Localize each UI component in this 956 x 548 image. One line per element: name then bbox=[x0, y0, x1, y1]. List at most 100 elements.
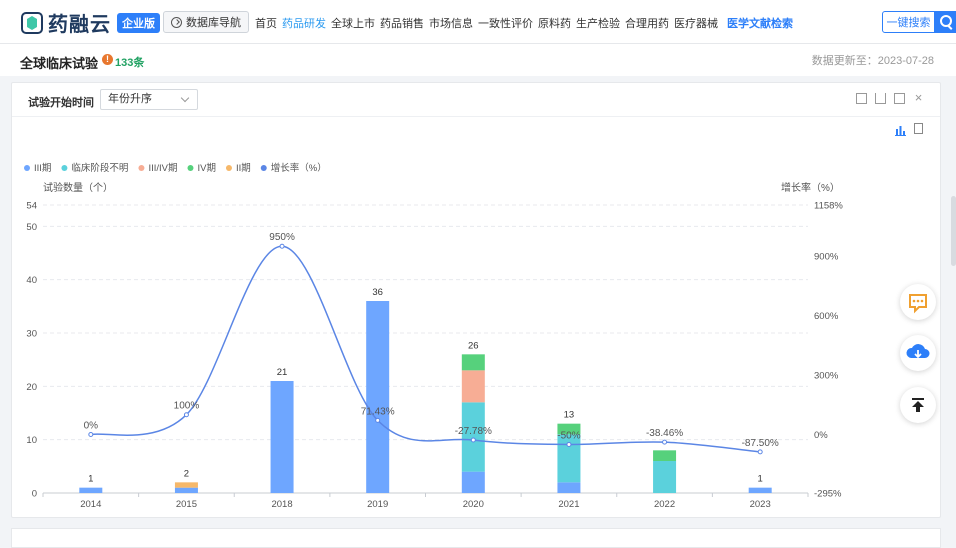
growth-label: 100% bbox=[174, 401, 200, 412]
legend-marker bbox=[61, 165, 68, 171]
growth-label: -38.46% bbox=[646, 428, 683, 439]
edition-badge: 企业版 bbox=[117, 12, 160, 33]
bar-segment bbox=[748, 487, 772, 493]
bar-segment bbox=[653, 461, 677, 493]
y-right-tick: 900% bbox=[814, 252, 839, 263]
growth-point bbox=[470, 437, 476, 443]
database-navigation-label: 数据库导航 bbox=[186, 17, 241, 29]
growth-label: -27.78% bbox=[455, 426, 492, 437]
nav-item-drug-rd[interactable]: 药品研发 bbox=[282, 18, 326, 30]
legend-marker bbox=[225, 165, 232, 171]
growth-label: -87.50% bbox=[742, 438, 779, 449]
share-icon[interactable] bbox=[894, 93, 905, 104]
x-tick-label: 2014 bbox=[80, 499, 101, 510]
growth-label: 0% bbox=[84, 421, 99, 432]
bar-segment bbox=[653, 450, 677, 461]
y-left-tick: 30 bbox=[26, 329, 37, 340]
chart-legend: III期 临床阶段不明 III/IV期 IV期 II期 增长率（%） bbox=[24, 162, 327, 174]
bar-segment bbox=[79, 487, 103, 493]
x-tick-label: 2020 bbox=[463, 499, 484, 510]
growth-point bbox=[88, 432, 94, 438]
y-right-tick: 0% bbox=[814, 430, 828, 441]
bar-segment bbox=[557, 482, 581, 493]
bar-total-label: 13 bbox=[564, 410, 575, 421]
nav-item-drug-sales[interactable]: 药品销售 bbox=[380, 18, 424, 30]
growth-point bbox=[757, 449, 763, 455]
bar-chart-icon[interactable] bbox=[895, 123, 906, 136]
download-app-button[interactable] bbox=[900, 335, 936, 371]
bar-total-label: 2 bbox=[184, 468, 189, 479]
chart-grid: 0 10 20 30 40 50 54 -295% 0% 300% 600% 900% 1158% 201… bbox=[26, 201, 843, 511]
info-icon[interactable]: ! bbox=[102, 54, 113, 65]
chat-button[interactable] bbox=[900, 284, 936, 320]
legend-marker bbox=[138, 165, 145, 171]
legend-marker bbox=[24, 165, 30, 171]
bar-segment bbox=[366, 301, 390, 493]
legend-item: III期 bbox=[34, 163, 51, 174]
nav-item-market-info[interactable]: 市场信息 bbox=[429, 18, 473, 30]
legend-item: IV期 bbox=[197, 163, 215, 174]
bar-segment bbox=[461, 471, 485, 493]
chart-bars: 1 2 21 36 26 13 1 bbox=[79, 287, 772, 493]
page-title: 全球临床试验 bbox=[20, 56, 99, 71]
x-tick-label: 2022 bbox=[654, 499, 675, 510]
legend-item: 增长率（%） bbox=[271, 162, 327, 174]
logo-text: 药融云 bbox=[48, 12, 111, 36]
nav-item-consistency[interactable]: 一致性评价 bbox=[478, 18, 533, 30]
download-icon[interactable] bbox=[875, 93, 886, 104]
growth-point bbox=[183, 412, 189, 418]
cloud-download-icon bbox=[906, 344, 930, 359]
nav-item-devices[interactable]: 医疗器械 bbox=[674, 18, 718, 30]
x-tick-label: 2019 bbox=[367, 499, 388, 510]
database-navigation-button[interactable]: 数据库导航 bbox=[163, 11, 249, 33]
y-right-tick: -295% bbox=[814, 489, 842, 500]
logo[interactable]: 药融云 企业版 bbox=[20, 8, 160, 37]
legend-marker bbox=[187, 165, 194, 171]
y-left-tick: 0 bbox=[32, 489, 37, 500]
y-left-tick: 40 bbox=[26, 275, 37, 286]
bar-total-label: 26 bbox=[468, 340, 479, 351]
chart-card-header: 试验开始时间 年份升序 × bbox=[12, 83, 940, 117]
bar-total-label: 1 bbox=[88, 474, 93, 485]
growth-point bbox=[279, 243, 285, 249]
top-navigation-bar: 药融云 企业版 数据库导航 首页 药品研发 全球上市 药品销售 市场信息 一致性… bbox=[0, 0, 956, 44]
nav-item-literature-search[interactable]: 医学文献检索 bbox=[727, 18, 793, 30]
legend-item: II期 bbox=[236, 163, 251, 174]
nav-item-rational-use[interactable]: 合理用药 bbox=[625, 18, 669, 30]
back-to-top-icon bbox=[912, 398, 924, 412]
growth-line bbox=[88, 243, 763, 455]
nav-item-production[interactable]: 生产检验 bbox=[576, 18, 620, 30]
scrollbar[interactable] bbox=[951, 196, 956, 266]
filter-label: 试验开始时间 bbox=[28, 97, 94, 109]
y-left-tick: 10 bbox=[26, 435, 37, 446]
growth-label: 950% bbox=[269, 232, 295, 243]
y-right-tick: 600% bbox=[814, 311, 839, 322]
back-to-top-button[interactable] bbox=[900, 387, 936, 423]
nav-item-api[interactable]: 原料药 bbox=[538, 18, 571, 30]
y-left-axis-label: 试验数量（个） bbox=[43, 181, 113, 194]
close-icon[interactable]: × bbox=[914, 90, 923, 105]
nav-item-home[interactable]: 首页 bbox=[255, 18, 277, 30]
x-tick-label: 2018 bbox=[271, 499, 292, 510]
nav-item-global-launch[interactable]: 全球上市 bbox=[331, 18, 375, 30]
bar-segment bbox=[174, 482, 198, 488]
expand-icon[interactable] bbox=[856, 93, 867, 104]
table-icon[interactable] bbox=[914, 123, 923, 134]
bar-segment bbox=[557, 423, 581, 435]
bar-segment bbox=[557, 434, 581, 483]
y-left-tick: 50 bbox=[26, 222, 37, 233]
sort-select[interactable]: 年份升序 bbox=[100, 89, 198, 110]
one-click-search-button[interactable]: 一键搜索 bbox=[882, 11, 935, 33]
data-updated-text: 数据更新至：2023-07-28 bbox=[811, 55, 934, 67]
x-tick-label: 2021 bbox=[558, 499, 579, 510]
bar-segment bbox=[461, 354, 485, 371]
main-nav: 首页 药品研发 全球上市 药品销售 市场信息 一致性评价 原料药 生产检验 合理… bbox=[255, 15, 798, 31]
search-icon[interactable] bbox=[935, 11, 956, 33]
logo-icon bbox=[20, 11, 44, 35]
compass-icon bbox=[171, 16, 182, 28]
y-right-axis-label: 增长率（%） bbox=[781, 181, 840, 194]
next-card bbox=[11, 528, 941, 548]
growth-point bbox=[662, 439, 668, 445]
y-left-tick: 54 bbox=[26, 201, 37, 212]
